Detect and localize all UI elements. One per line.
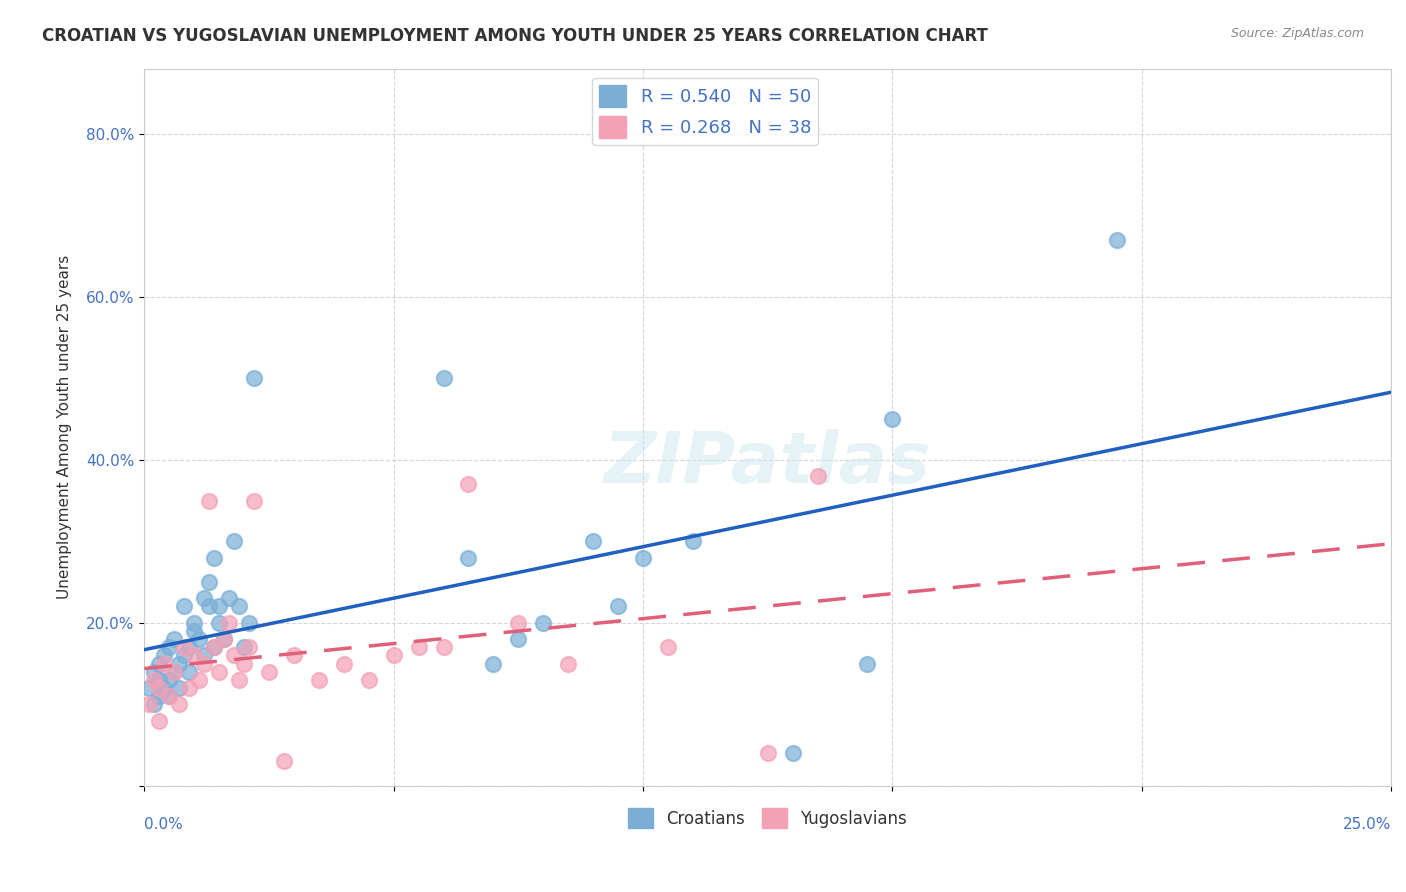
Point (188, 673, 211, 687)
Point (257, 665, 280, 679)
Point (208, 665, 231, 679)
Point (482, 657, 505, 671)
Point (153, 681, 176, 695)
Point (222, 534, 245, 549)
Point (882, 412, 904, 426)
Point (148, 689, 170, 703)
Point (173, 599, 195, 614)
Point (143, 665, 166, 679)
Legend: Croatians, Yugoslavians: Croatians, Yugoslavians (621, 801, 914, 835)
Point (782, 746, 804, 760)
Point (308, 673, 330, 687)
Point (138, 681, 160, 695)
Text: CROATIAN VS YUGOSLAVIAN UNEMPLOYMENT AMONG YOUTH UNDER 25 YEARS CORRELATION CHAR: CROATIAN VS YUGOSLAVIAN UNEMPLOYMENT AMO… (42, 27, 988, 45)
Text: 0.0%: 0.0% (145, 817, 183, 832)
Point (188, 632, 211, 646)
Point (238, 615, 260, 630)
Point (508, 632, 530, 646)
Point (148, 657, 170, 671)
Point (153, 648, 176, 663)
Point (531, 615, 554, 630)
Point (582, 534, 605, 549)
Point (202, 640, 225, 655)
Point (183, 648, 205, 663)
Point (173, 648, 195, 663)
Point (167, 657, 190, 671)
Point (163, 665, 186, 679)
Point (138, 698, 160, 712)
Point (157, 689, 180, 703)
Point (179, 665, 201, 679)
Point (167, 698, 190, 712)
Point (457, 477, 479, 491)
Point (157, 689, 180, 703)
Point (657, 640, 679, 655)
Point (243, 371, 266, 385)
Point (163, 665, 186, 679)
Point (508, 615, 530, 630)
Point (193, 591, 215, 606)
Point (233, 657, 256, 671)
Point (179, 681, 201, 695)
Point (143, 698, 166, 712)
Point (202, 550, 225, 565)
Point (148, 681, 170, 695)
Point (218, 591, 240, 606)
Point (332, 657, 354, 671)
Point (273, 755, 295, 769)
Point (198, 574, 221, 589)
Point (1105, 233, 1128, 247)
Point (238, 640, 260, 655)
Point (208, 599, 231, 614)
Point (163, 632, 186, 646)
Point (382, 648, 405, 663)
Y-axis label: Unemployment Among Youth under 25 years: Unemployment Among Youth under 25 years (58, 255, 72, 599)
Point (193, 657, 215, 671)
Text: ZIPatlas: ZIPatlas (605, 428, 931, 498)
Point (212, 632, 235, 646)
Point (198, 599, 221, 614)
Point (557, 657, 579, 671)
Point (173, 640, 195, 655)
Point (432, 640, 454, 655)
Point (682, 534, 704, 549)
Point (198, 493, 221, 508)
Point (243, 493, 266, 508)
Point (183, 615, 205, 630)
Point (408, 640, 430, 655)
Point (228, 599, 250, 614)
Point (856, 657, 879, 671)
Text: 25.0%: 25.0% (1343, 817, 1391, 832)
Point (148, 714, 170, 728)
Point (218, 615, 240, 630)
Point (432, 371, 454, 385)
Point (153, 657, 176, 671)
Point (806, 469, 828, 483)
Point (457, 550, 479, 565)
Point (157, 640, 180, 655)
Point (631, 550, 654, 565)
Point (357, 673, 380, 687)
Point (143, 673, 166, 687)
Point (202, 640, 225, 655)
Point (283, 648, 305, 663)
Point (148, 673, 170, 687)
Point (756, 746, 779, 760)
Point (167, 681, 190, 695)
Point (193, 648, 215, 663)
Point (222, 648, 245, 663)
Point (183, 624, 205, 638)
Point (607, 599, 630, 614)
Point (233, 640, 256, 655)
Text: Source: ZipAtlas.com: Source: ZipAtlas.com (1230, 27, 1364, 40)
Point (179, 640, 201, 655)
Point (228, 673, 250, 687)
Point (208, 615, 231, 630)
Point (212, 632, 235, 646)
Point (157, 673, 180, 687)
